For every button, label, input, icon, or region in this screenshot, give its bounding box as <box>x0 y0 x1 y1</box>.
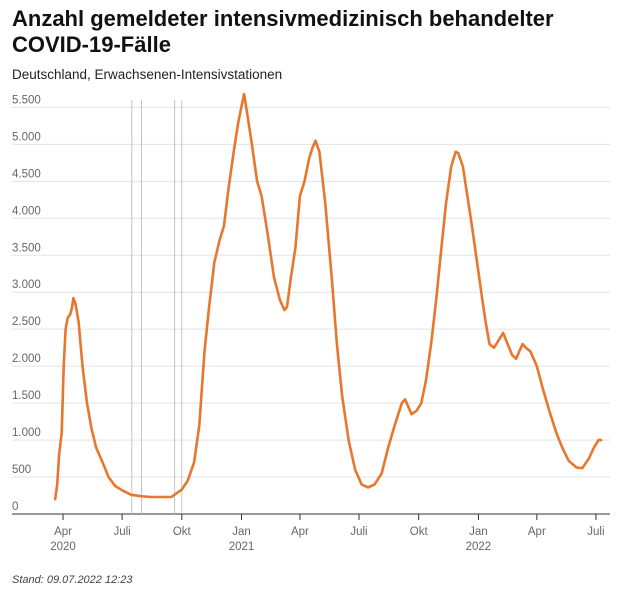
y-tick-label: 1.500 <box>12 390 41 402</box>
y-tick-label: 4.500 <box>12 168 41 180</box>
chart-title: Anzahl gemeldeter intensivmedizinisch be… <box>12 6 554 57</box>
y-tick-label: 500 <box>12 464 31 476</box>
x-tick-label: Okt <box>410 526 429 538</box>
x-tick-label: Juli <box>113 526 130 538</box>
x-tick-year-label: 2021 <box>229 541 255 553</box>
x-tick-label: Apr <box>54 526 72 538</box>
y-tick-label: 3.500 <box>12 242 41 254</box>
y-tick-label: 2.500 <box>12 316 41 328</box>
series-line-0 <box>53 92 603 501</box>
y-tick-label: 1.000 <box>12 427 41 439</box>
series-layer <box>53 92 603 501</box>
y-tick-label: 2.000 <box>12 353 41 365</box>
y-tick-label: 3.000 <box>12 279 41 291</box>
x-tick-label: Juli <box>587 526 604 538</box>
y-tick-label: 4.000 <box>12 205 41 217</box>
gridlines <box>12 106 610 515</box>
x-tick-label: Okt <box>173 526 192 538</box>
timestamp-footer: Stand: 09.07.2022 12:23 <box>12 574 133 586</box>
y-tick-label: 5.500 <box>12 94 41 106</box>
x-tick-label: Apr <box>528 526 546 538</box>
x-tick-year-label: 2022 <box>466 541 492 553</box>
reference-lines <box>131 100 183 514</box>
y-tick-label: 5.000 <box>12 131 41 143</box>
x-tick-label: Juli <box>350 526 367 538</box>
x-tick-year-label: 2020 <box>50 541 76 553</box>
y-axis: 0 500 1.000 1.500 2.000 2.500 3.000 3.500 4.000 4… <box>12 94 41 513</box>
x-tick-label: Jan <box>232 526 251 538</box>
x-axis: Apr 2020 Juli Okt Jan 2021 Apr Juli Okt Jan 2022 Ap… <box>50 514 605 553</box>
x-tick-label: Apr <box>291 526 309 538</box>
y-tick-label: 0 <box>12 501 18 513</box>
chart-subtitle: Deutschland, Erwachsenen-Intensivstation… <box>12 67 283 82</box>
x-tick-label: Jan <box>469 526 488 538</box>
